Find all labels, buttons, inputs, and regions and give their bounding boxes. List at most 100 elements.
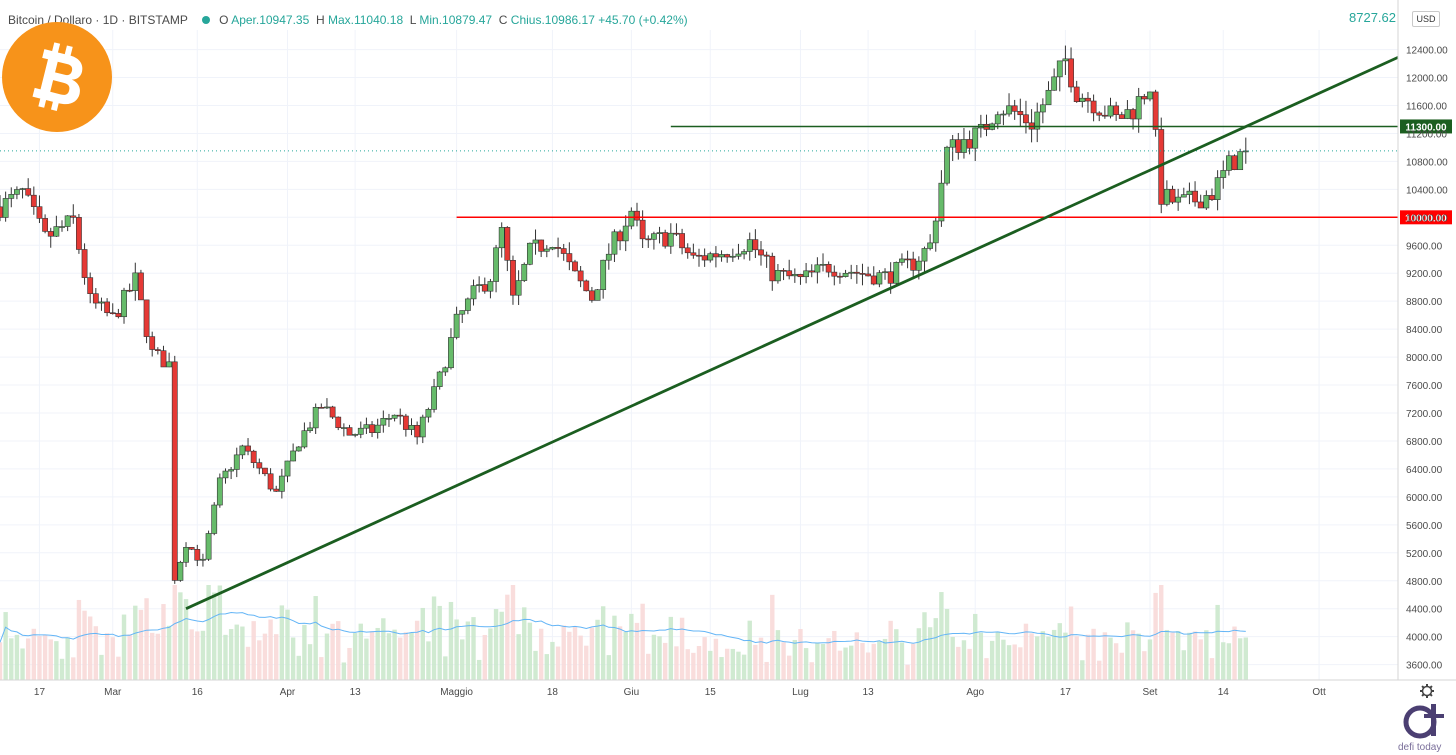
volume-bar bbox=[510, 585, 516, 680]
candle-body bbox=[233, 454, 240, 470]
volume-bar bbox=[9, 638, 14, 680]
candle-body bbox=[780, 270, 787, 272]
candle-body bbox=[882, 271, 888, 274]
candle-body bbox=[910, 258, 917, 271]
volume-bar bbox=[431, 596, 437, 680]
candle-body bbox=[324, 406, 330, 409]
candle-body bbox=[194, 549, 201, 561]
volume-bar bbox=[82, 610, 87, 680]
candle-body bbox=[1062, 58, 1069, 62]
volume-bar bbox=[854, 632, 860, 680]
time-tick-label: Mar bbox=[104, 687, 122, 698]
gear-icon[interactable] bbox=[1420, 684, 1434, 698]
candle-body bbox=[425, 409, 432, 418]
volume-bar bbox=[482, 634, 487, 680]
volume-bar bbox=[313, 596, 318, 680]
volume-bar bbox=[443, 656, 448, 680]
volume-bar bbox=[274, 634, 279, 680]
volume-bar bbox=[93, 626, 99, 680]
candle-body bbox=[718, 254, 725, 258]
volume-bar bbox=[1153, 592, 1158, 680]
volume-bar bbox=[832, 630, 837, 680]
volume-bar bbox=[933, 618, 938, 680]
volume-bar bbox=[956, 646, 961, 680]
volume-bar bbox=[166, 625, 172, 680]
time-axis[interactable]: 17 Mar 16 Apr 13 Maggio 18 Giu 15 Lug 13 Ago 17 Set 14… bbox=[0, 679, 1456, 698]
candle-body bbox=[1085, 97, 1091, 102]
volume-bar bbox=[65, 637, 70, 680]
volume-bar bbox=[262, 633, 268, 680]
candle-body bbox=[76, 217, 82, 250]
volume-bar bbox=[1108, 637, 1113, 680]
candle-body bbox=[515, 280, 522, 296]
candle-body bbox=[622, 225, 629, 242]
candle-body bbox=[1203, 195, 1210, 209]
volume-bar bbox=[629, 613, 634, 680]
price-axis[interactable]: 10000.00 11300.00 3600.00 4000.00 4400.00 480… bbox=[1397, 0, 1452, 680]
candle-body bbox=[853, 271, 860, 274]
volume-bar bbox=[409, 632, 414, 680]
volume-bar bbox=[104, 633, 110, 680]
candle-body bbox=[470, 285, 477, 300]
candle-body bbox=[1225, 155, 1232, 171]
volume-bar bbox=[871, 643, 876, 680]
time-tick-label: Ott bbox=[1312, 687, 1326, 698]
candle-body bbox=[758, 249, 764, 256]
candle-body bbox=[419, 416, 426, 438]
candle-body bbox=[397, 414, 404, 417]
candle-body bbox=[538, 239, 545, 252]
candle-body bbox=[493, 247, 499, 282]
volume-bar bbox=[1125, 622, 1130, 680]
volume-bar bbox=[1063, 632, 1068, 680]
volume-bar bbox=[330, 623, 335, 680]
volume-bar bbox=[364, 638, 369, 680]
candle-body bbox=[899, 258, 905, 263]
candle-body bbox=[713, 253, 719, 258]
candle-body bbox=[256, 462, 263, 469]
price-tick-label: 8400.00 bbox=[1406, 325, 1443, 336]
candle-body bbox=[1079, 97, 1086, 102]
volume-bar bbox=[257, 640, 262, 680]
candle-body bbox=[183, 547, 189, 563]
symbol-header: Bitcoin / Dollaro · 1D · BITSTAMP O Aper… bbox=[8, 13, 688, 27]
candle-body bbox=[1231, 155, 1238, 171]
volume-bar bbox=[448, 601, 454, 680]
price-tick-label: 4000.00 bbox=[1406, 633, 1443, 644]
volume-bar bbox=[967, 648, 972, 680]
volume-bar bbox=[234, 624, 239, 680]
candle-body bbox=[295, 446, 302, 452]
price-scale-top-value: 8727.62 bbox=[1349, 10, 1396, 25]
volume-bar bbox=[1018, 647, 1023, 680]
volume-bar bbox=[657, 636, 662, 680]
volume-bar bbox=[595, 619, 600, 680]
volume-bar bbox=[978, 632, 984, 680]
volume-bar bbox=[1035, 636, 1040, 680]
candle-body bbox=[267, 473, 274, 490]
time-tick-label: Apr bbox=[280, 687, 296, 698]
volume-bar bbox=[646, 653, 651, 680]
volume-bar bbox=[820, 643, 826, 680]
candle-body bbox=[893, 262, 900, 284]
candle-body bbox=[1051, 76, 1058, 91]
candle-body bbox=[154, 349, 161, 351]
candle-body bbox=[335, 416, 342, 428]
volume-bar bbox=[522, 607, 527, 680]
candle-body bbox=[876, 272, 883, 285]
trendline bbox=[185, 56, 1399, 610]
candle-body bbox=[109, 312, 116, 315]
currency-button[interactable]: USD bbox=[1412, 11, 1440, 27]
high-value: Max.11040.18 bbox=[327, 13, 404, 27]
volume-bar bbox=[1181, 650, 1186, 680]
candle-body bbox=[64, 215, 71, 227]
volume-bar bbox=[516, 634, 521, 680]
volume-bar bbox=[375, 627, 380, 680]
candle-body bbox=[791, 274, 798, 277]
candles-layer bbox=[0, 45, 1249, 584]
volume-bar bbox=[1209, 658, 1215, 680]
price-tick-label: 12400.00 bbox=[1406, 46, 1448, 57]
candle-body bbox=[250, 450, 257, 463]
candle-body bbox=[588, 290, 595, 301]
volume-bar bbox=[691, 652, 696, 680]
volume-bar bbox=[1142, 651, 1147, 680]
